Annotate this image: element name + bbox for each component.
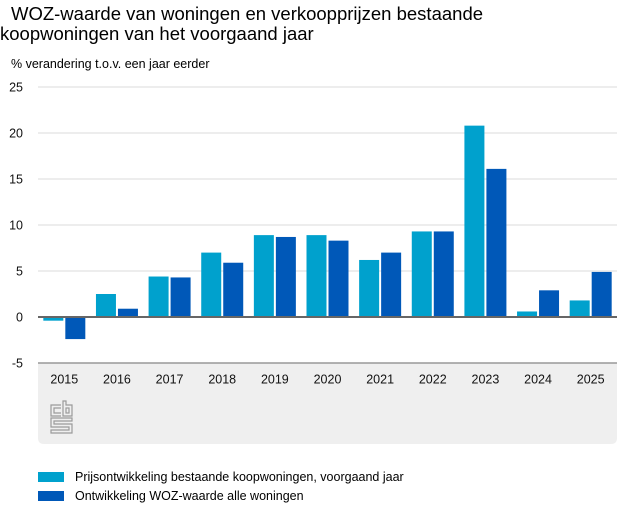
y-tick-label: 25: [9, 81, 23, 95]
bar-prijsontwikkeling-2021: [359, 259, 380, 317]
legend-label: Prijsontwikkeling bestaande koopwoningen…: [75, 469, 404, 484]
cbs-logo-c-inner: [53, 407, 61, 414]
x-tick-label: 2024: [524, 373, 552, 387]
legend-label: Ontwikkeling WOZ-waarde alle woningen: [75, 488, 304, 503]
x-tick-label: 2023: [472, 373, 500, 387]
bar-woz-waarde-2019: [275, 236, 296, 317]
y-axis-ticks: 25 20 15 10 5 0 -5: [9, 81, 23, 371]
x-axis-panel: [38, 363, 617, 444]
gridlines: [38, 86, 617, 364]
cbs-logo-c: [50, 404, 61, 417]
bar-prijsontwikkeling-2025: [569, 300, 590, 317]
x-tick-label: 2018: [208, 373, 236, 387]
x-tick-label: 2022: [419, 373, 447, 387]
legend-item-woz-waarde: Ontwikkeling WOZ-waarde alle woningen: [38, 486, 404, 505]
cbs-logo-b: [62, 400, 73, 417]
bar-prijsontwikkeling-2022: [411, 231, 432, 317]
y-tick-label: 0: [16, 311, 23, 325]
x-tick-label: 2016: [103, 373, 131, 387]
legend-swatch-light-blue: [38, 471, 64, 482]
y-tick-label: 15: [9, 173, 23, 187]
bar-woz-waarde-2025: [591, 271, 612, 317]
bar-woz-waarde-2020: [328, 240, 349, 317]
bar-woz-waarde-2018: [223, 262, 244, 317]
y-tick-label: 20: [9, 127, 23, 141]
x-tick-label: 2019: [261, 373, 289, 387]
bar-prijsontwikkeling-2016: [95, 294, 116, 317]
bar-woz-waarde-2021: [381, 252, 402, 317]
bar-woz-waarde-2016: [117, 308, 138, 317]
bar-prijsontwikkeling-2017: [148, 276, 169, 317]
bar-woz-waarde-2024: [539, 290, 560, 317]
x-tick-label: 2021: [366, 373, 394, 387]
bar-woz-waarde-2022: [433, 231, 454, 317]
legend: Prijsontwikkeling bestaande koopwoningen…: [38, 467, 404, 505]
x-axis-panel-bg: [38, 363, 617, 444]
legend-swatch-dark-blue: [38, 490, 64, 501]
y-tick-label: -5: [12, 357, 23, 371]
chart-title-line2: koopwoningen van het voorgaand jaar: [0, 23, 314, 44]
cbs-logo-b-hole: [65, 407, 70, 414]
bar-woz-waarde-2023: [486, 168, 507, 317]
chart-title: WOZ-waarde van woningen en verkoopprijze…: [0, 4, 620, 44]
x-tick-label: 2025: [577, 373, 605, 387]
legend-item-prijsontwikkeling: Prijsontwikkeling bestaande koopwoningen…: [38, 467, 404, 486]
bar-prijsontwikkeling-2015: [43, 317, 64, 321]
bar-prijsontwikkeling-2024: [517, 311, 538, 317]
x-tick-label: 2015: [50, 373, 78, 387]
bar-woz-waarde-2017: [170, 277, 191, 317]
bar-woz-waarde-2015: [65, 317, 86, 340]
cbs-logo-s: [50, 417, 73, 434]
cbs-logo-icon: cbs: [50, 400, 73, 434]
bar-prijsontwikkeling-2019: [253, 235, 274, 317]
x-tick-label: 2020: [314, 373, 342, 387]
bars: [43, 125, 612, 340]
x-tick-label: 2017: [156, 373, 184, 387]
x-axis-ticks: 2015 2016 2017 2018 2019 2020 2021 2022 2023 2024…: [50, 373, 604, 387]
chart-title-line1: WOZ-waarde van woningen en verkoopprijze…: [11, 3, 484, 24]
y-tick-label: 5: [16, 265, 23, 279]
cbs-logo-glyph: [50, 400, 73, 434]
bar-prijsontwikkeling-2018: [201, 252, 222, 317]
y-tick-label: 10: [9, 219, 23, 233]
y-axis-label: % verandering t.o.v. een jaar eerder: [11, 57, 210, 71]
bar-prijsontwikkeling-2020: [306, 235, 327, 317]
bar-prijsontwikkeling-2023: [464, 125, 485, 317]
